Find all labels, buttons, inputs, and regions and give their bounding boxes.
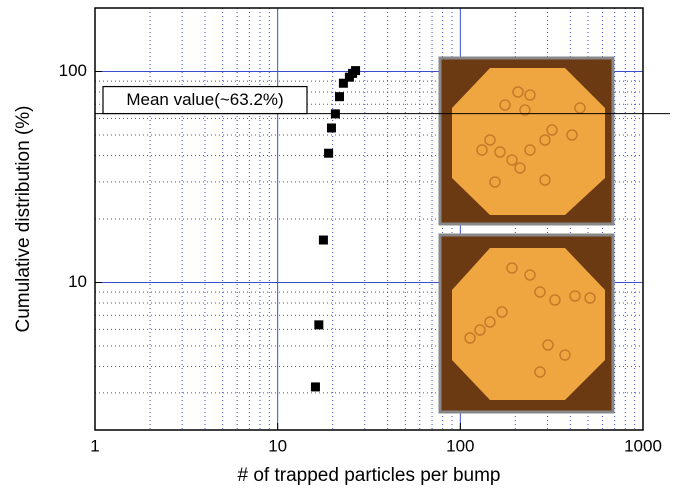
point xyxy=(326,123,336,133)
point xyxy=(314,320,324,330)
annotation: Mean value(~63.2%) xyxy=(126,90,283,109)
marks xyxy=(310,66,361,392)
bump xyxy=(452,248,605,400)
point xyxy=(338,78,348,88)
inset-images xyxy=(438,56,615,414)
x-tick-label: 1000 xyxy=(624,436,662,455)
x-tick-label: 10 xyxy=(268,436,287,455)
point xyxy=(310,382,320,392)
particles xyxy=(464,262,596,378)
x-axis-label: # of trapped particles per bump xyxy=(238,465,501,486)
x-tick-label: 1 xyxy=(90,436,99,455)
bump xyxy=(452,68,605,215)
plot-frame xyxy=(94,7,644,431)
y-tick-label: 10 xyxy=(68,272,87,291)
y-tick-label: 100 xyxy=(59,61,87,80)
annotation-box xyxy=(102,85,308,115)
point xyxy=(324,148,334,158)
point xyxy=(318,235,328,245)
y-axis-label: Cumulative distribution (%) xyxy=(13,105,34,332)
x-tick-label: 100 xyxy=(446,436,474,455)
point xyxy=(334,92,344,102)
particles xyxy=(476,86,586,188)
point xyxy=(351,66,361,76)
